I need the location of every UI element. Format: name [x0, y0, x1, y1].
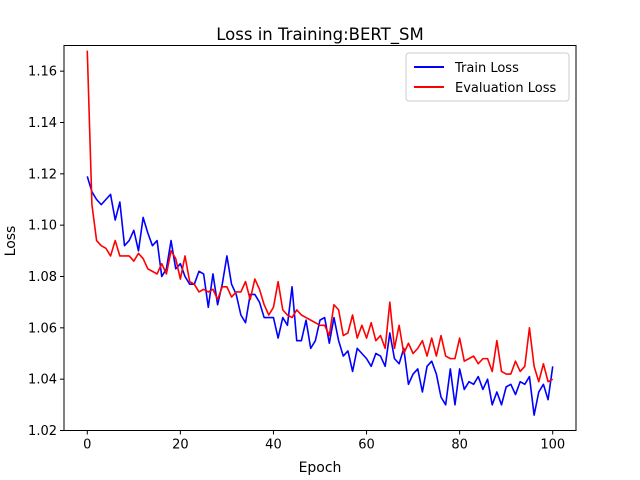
- y-tick-label: 1.06: [28, 321, 57, 336]
- series-line-train-loss: [86, 176, 554, 416]
- y-tick-label: 1.08: [28, 270, 57, 285]
- y-tick-label: 1.04: [28, 373, 57, 388]
- legend-box: [405, 52, 570, 102]
- legend-label-train-loss: Train Loss: [454, 61, 519, 76]
- x-tick-label: 0: [83, 438, 91, 453]
- y-axis-label: Loss: [3, 226, 19, 257]
- x-tick-label: 100: [540, 438, 565, 453]
- y-tick-label: 1.14: [28, 116, 57, 131]
- x-tick-label: 20: [172, 438, 189, 453]
- x-tick-label: 60: [358, 438, 375, 453]
- x-axis-label: Epoch: [299, 460, 342, 476]
- x-tick-label: 40: [265, 438, 282, 453]
- y-tick-label: 1.10: [28, 219, 57, 234]
- chart-title: Loss in Training:BERT_SM: [216, 25, 423, 45]
- x-axis-ticks: 0 20 40 60 80 100: [83, 430, 565, 453]
- y-tick-label: 1.02: [28, 424, 57, 439]
- series-layer: [86, 50, 554, 416]
- legend: Train Loss Evaluation Loss: [405, 52, 570, 102]
- plot-area: 0 20 40 60 80 100 1.02 1.04 1.06 1.08 1.10 1.12 1.1…: [28, 45, 577, 453]
- plot-frame: [63, 45, 577, 431]
- y-tick-label: 1.16: [28, 65, 57, 80]
- legend-label-evaluation-loss: Evaluation Loss: [455, 81, 556, 96]
- y-tick-label: 1.12: [28, 167, 57, 182]
- y-axis-ticks: 1.02 1.04 1.06 1.08 1.10 1.12 1.14 1.16: [28, 65, 64, 439]
- x-tick-label: 80: [451, 438, 468, 453]
- series-line-evaluation-loss: [86, 50, 554, 383]
